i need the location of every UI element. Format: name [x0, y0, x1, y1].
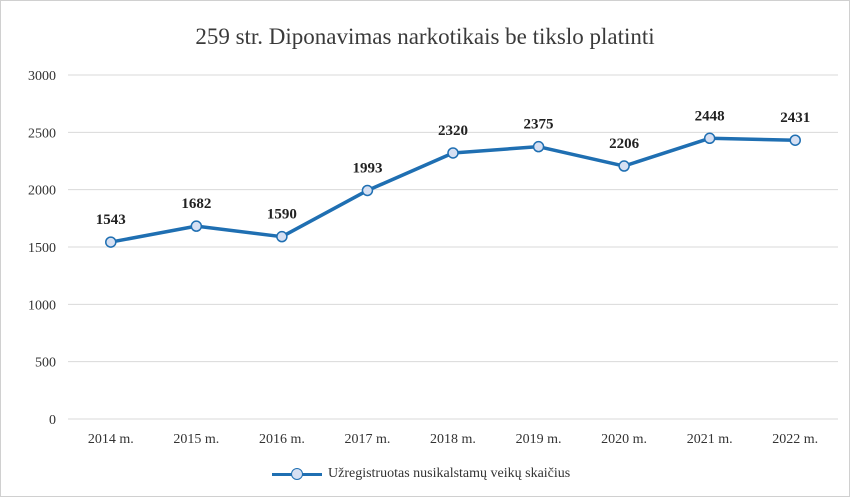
x-tick-label: 2022 m. — [772, 432, 818, 447]
data-label: 1993 — [352, 160, 382, 176]
x-tick-label: 2020 m. — [601, 432, 647, 447]
data-point — [618, 160, 630, 172]
x-tick-label: 2019 m. — [516, 432, 562, 447]
data-point — [276, 230, 288, 243]
y-tick-label: 2500 — [28, 126, 56, 141]
data-point — [447, 147, 459, 159]
x-tick-label: 2014 m. — [88, 432, 134, 447]
x-tick-label: 2018 m. — [430, 432, 476, 447]
x-tick-label: 2015 m. — [173, 432, 219, 447]
data-point — [361, 184, 374, 197]
y-tick-label: 3000 — [28, 69, 56, 84]
legend-swatch — [272, 468, 322, 480]
data-point — [105, 236, 117, 248]
legend-label: Užregistruotas nusikalstamų veikų skaiči… — [328, 466, 571, 481]
y-tick-label: 2000 — [28, 184, 56, 199]
chart-title: 259 str. Diponavimas narkotikais be tiks… — [195, 24, 655, 49]
data-point — [190, 220, 203, 232]
x-tick-label: 2016 m. — [259, 432, 305, 447]
x-tick-label: 2017 m. — [344, 432, 390, 447]
y-tick-label: 1500 — [28, 241, 56, 256]
y-tick-label: 0 — [49, 413, 56, 428]
data-label: 2375 — [524, 117, 554, 133]
data-point — [789, 134, 801, 146]
y-tick-label: 500 — [35, 356, 56, 371]
data-label: 1682 — [181, 196, 211, 212]
y-tick-label: 1000 — [28, 298, 56, 313]
data-label: 2431 — [780, 110, 810, 126]
data-label: 2448 — [695, 108, 725, 124]
x-tick-label: 2021 m. — [687, 432, 733, 447]
legend: Užregistruotas nusikalstamų veikų skaiči… — [272, 466, 570, 482]
data-label: 2206 — [609, 136, 640, 152]
data-point — [532, 140, 545, 153]
data-label: 1590 — [267, 207, 297, 223]
data-label: 1543 — [96, 212, 126, 228]
data-point — [703, 132, 716, 145]
data-label: 2320 — [438, 123, 468, 139]
